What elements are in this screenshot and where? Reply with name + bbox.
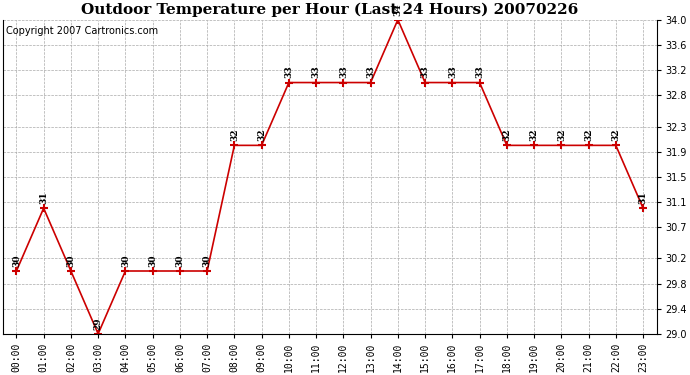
Text: 30: 30 (148, 254, 157, 267)
Text: 33: 33 (284, 66, 293, 78)
Text: 33: 33 (366, 66, 375, 78)
Text: 30: 30 (175, 254, 184, 267)
Text: Copyright 2007 Cartronics.com: Copyright 2007 Cartronics.com (6, 26, 158, 36)
Text: 30: 30 (12, 254, 21, 267)
Text: 31: 31 (39, 191, 48, 204)
Text: 30: 30 (121, 254, 130, 267)
Text: 33: 33 (448, 66, 457, 78)
Text: 33: 33 (312, 66, 321, 78)
Text: 31: 31 (638, 191, 648, 204)
Text: 32: 32 (584, 129, 593, 141)
Text: 32: 32 (230, 129, 239, 141)
Text: 30: 30 (66, 254, 75, 267)
Text: 30: 30 (203, 254, 212, 267)
Text: 29: 29 (94, 317, 103, 330)
Text: 32: 32 (530, 129, 539, 141)
Text: 32: 32 (557, 129, 566, 141)
Text: 33: 33 (475, 66, 484, 78)
Text: 32: 32 (502, 129, 511, 141)
Text: 33: 33 (421, 66, 430, 78)
Text: 32: 32 (611, 129, 620, 141)
Text: 34: 34 (393, 3, 402, 15)
Text: 33: 33 (339, 66, 348, 78)
Text: 32: 32 (257, 129, 266, 141)
Title: Outdoor Temperature per Hour (Last 24 Hours) 20070226: Outdoor Temperature per Hour (Last 24 Ho… (81, 3, 578, 17)
